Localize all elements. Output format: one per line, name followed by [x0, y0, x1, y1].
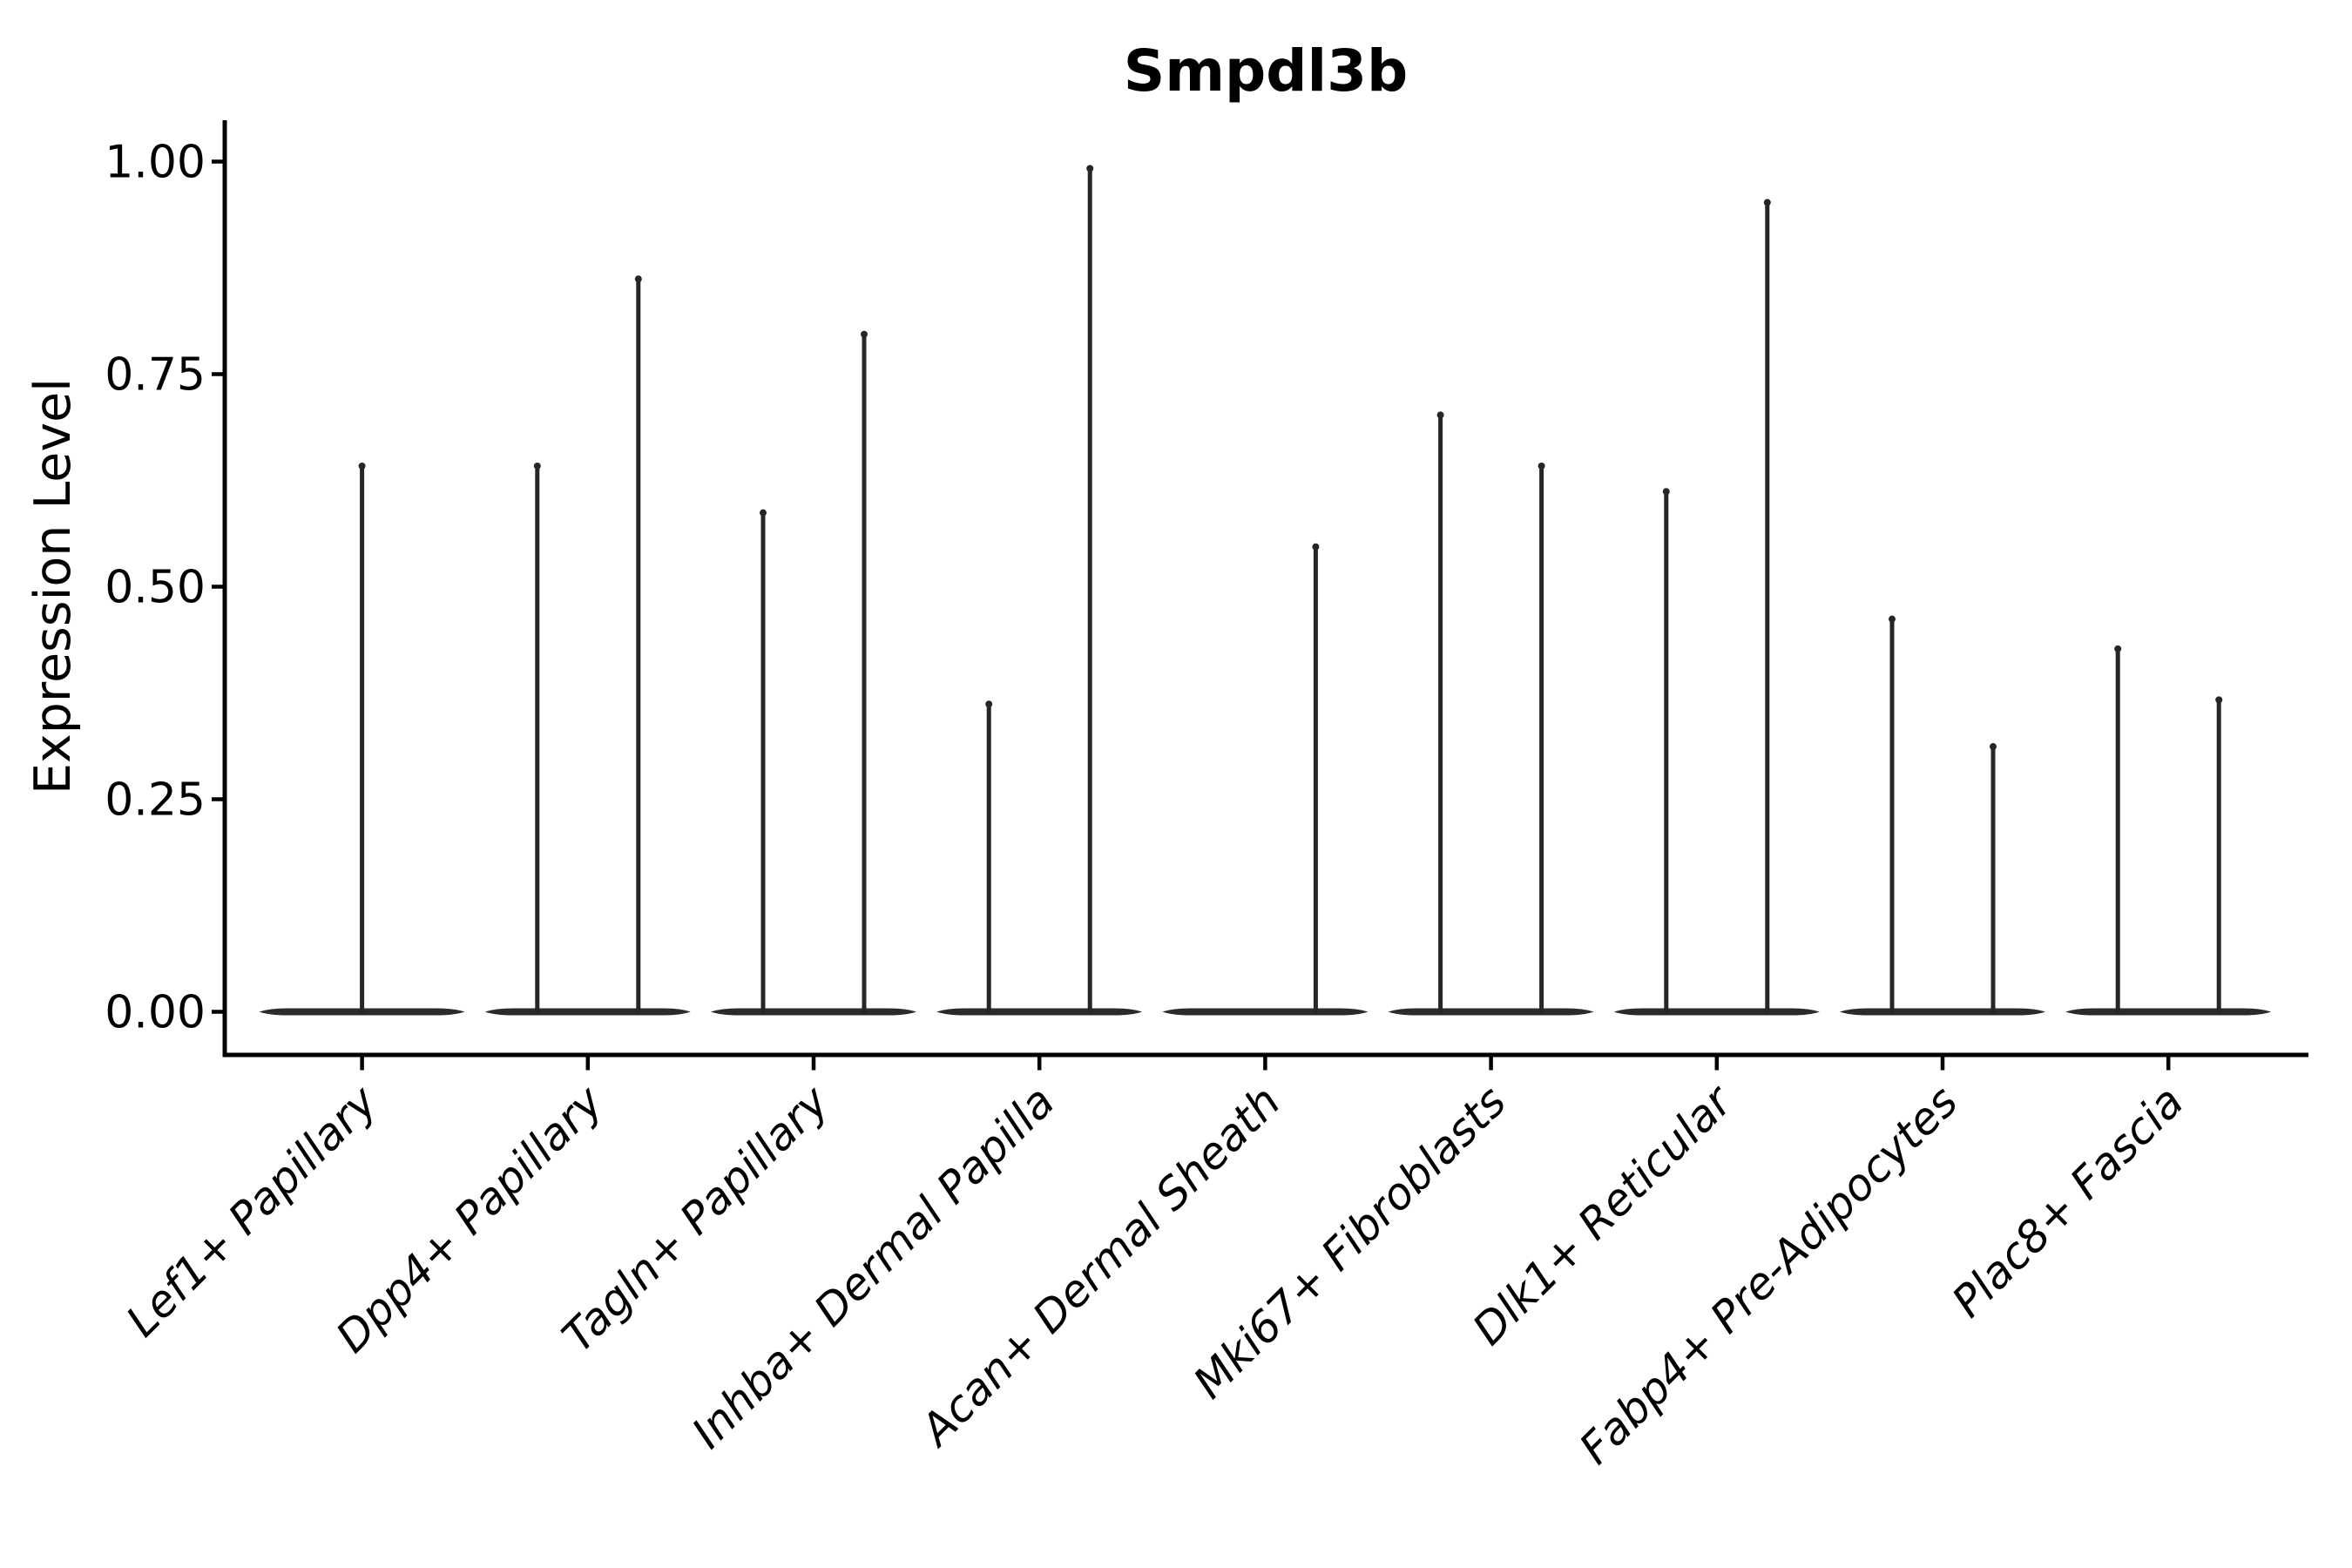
y-tick-label: 1.00 [105, 137, 206, 189]
violin-baseline [1162, 1008, 1369, 1016]
violin-spike-tip [2114, 645, 2122, 652]
violin-baseline [2065, 1008, 2272, 1016]
violin [711, 330, 916, 1016]
chart-title: Smpdl3b [1124, 37, 1409, 105]
violin-spike-tip [1436, 411, 1444, 419]
violin-spike-tip [358, 462, 366, 470]
violin-spike-tip [1662, 488, 1670, 496]
violin [1613, 199, 1820, 1016]
violin-spike-tip [1990, 743, 1997, 751]
violin-baseline [711, 1008, 916, 1016]
violin [484, 275, 691, 1016]
violin-baseline [484, 1008, 691, 1016]
violin-spike-tip [634, 275, 642, 283]
violin [1840, 615, 2045, 1016]
x-tick-label: Plac8+ Fascia [1943, 1076, 2193, 1327]
violin [259, 462, 465, 1016]
violin-spike-tip [2215, 696, 2223, 704]
y-tick-label: 0.50 [105, 562, 206, 614]
violin-spike-tip [1086, 165, 1094, 172]
violin-baseline [1840, 1008, 2045, 1016]
y-tick-label: 0.25 [105, 774, 206, 827]
x-tick-label: Fabp4+ Pre-Adipocytes [1570, 1076, 1968, 1474]
violin-spike-tip [1312, 543, 1320, 551]
violin-spike-tip [760, 509, 767, 517]
x-tick-label: Acan+ Dermal Sheath [909, 1076, 1290, 1456]
violin [936, 165, 1143, 1016]
y-tick-label: 0.00 [105, 987, 206, 1039]
violin-baseline [936, 1008, 1143, 1016]
violin-spike-tip [533, 462, 541, 470]
violin-spike-tip [861, 330, 868, 338]
y-tick-layer: 0.00 0.25 0.50 0.75 1.00 [105, 137, 225, 1039]
violin [1388, 411, 1594, 1016]
violin-spike-tip [1763, 199, 1771, 206]
violins-layer [259, 165, 2272, 1016]
y-tick-label: 0.75 [105, 349, 206, 402]
x-tick-label: Inhba+ Dermal Papilla [682, 1076, 1064, 1457]
violin [1162, 543, 1369, 1016]
violin [2065, 645, 2272, 1016]
violin-spike-tip [985, 700, 993, 708]
violin-spike-tip [1889, 615, 1896, 623]
y-axis-label: Expression Level [24, 378, 82, 794]
violin-baseline [1613, 1008, 1820, 1016]
violin-spike-tip [1538, 462, 1545, 470]
violin-baseline [1388, 1008, 1594, 1016]
